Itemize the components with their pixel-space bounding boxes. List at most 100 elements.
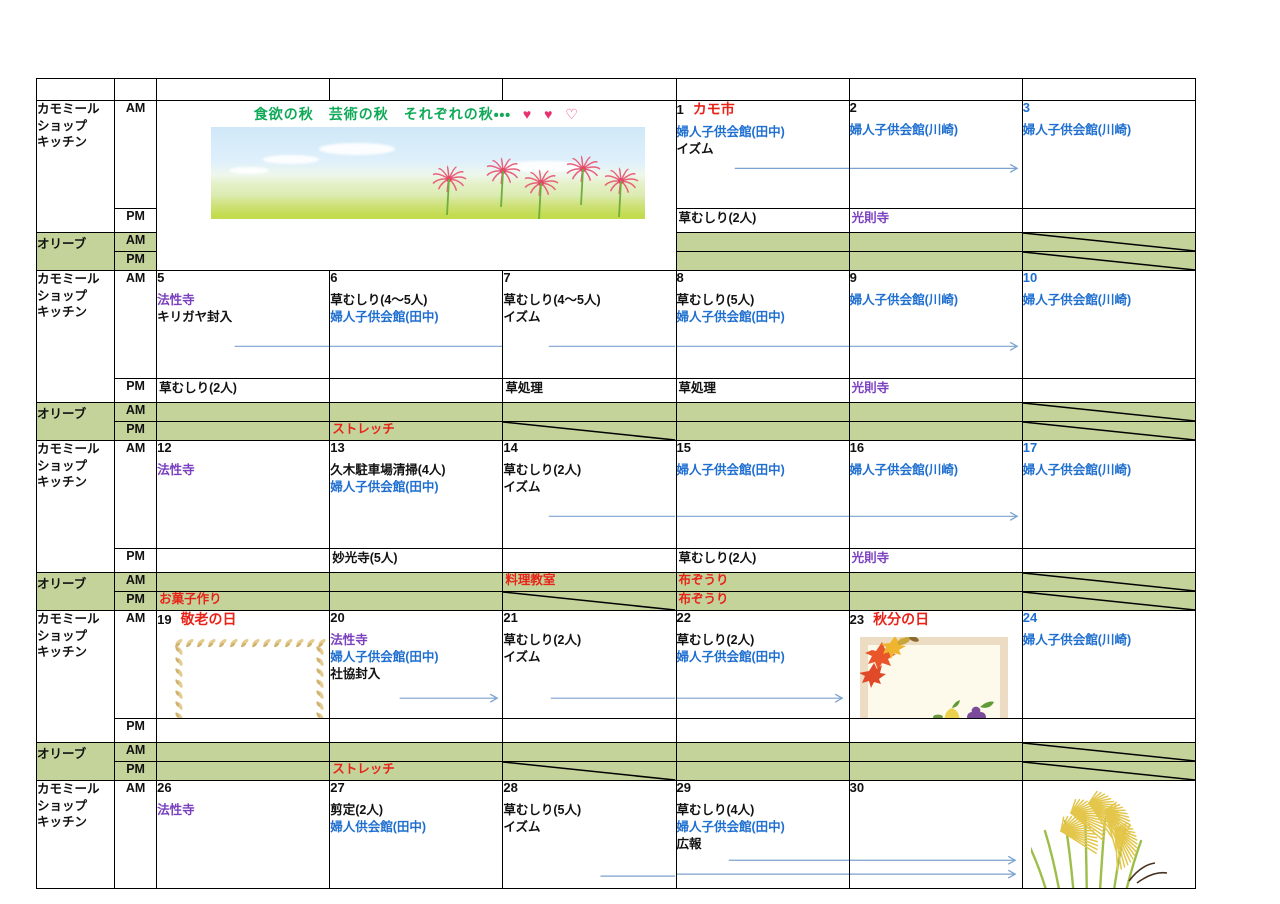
olive-cell-pm[interactable]: お菓子作り	[156, 591, 331, 611]
day-cell-pm[interactable]	[502, 718, 677, 743]
day-cell-am[interactable]: 14 草むしり(2人) イズム	[502, 440, 677, 549]
day-cell-pm[interactable]	[675, 718, 850, 743]
olive-event	[1023, 763, 1194, 764]
day-cell-am[interactable]: 6 草むしり(4〜5人) 婦人子供会館(田中)	[329, 270, 504, 379]
olive-cell-pm[interactable]	[329, 591, 504, 611]
olive-cell-pm[interactable]: ストレッチ	[329, 761, 504, 781]
day-cell-am[interactable]: 1 カモ市 婦人子供会館(田中) イズム	[675, 100, 850, 209]
olive-cell-am[interactable]	[848, 742, 1023, 762]
olive-cell-am[interactable]	[675, 742, 850, 762]
day-cell-pm[interactable]	[502, 548, 677, 573]
olive-cell-pm[interactable]: ストレッチ	[329, 421, 504, 441]
day-cell-pm[interactable]: 草処理	[502, 378, 677, 403]
day-cell-am[interactable]: 12 法性寺	[156, 440, 331, 549]
day-cell-pm[interactable]	[1021, 208, 1197, 233]
day-cell-pm[interactable]	[1021, 378, 1197, 403]
day-cell-am[interactable]: 3 婦人子供会館(川崎)	[1021, 100, 1197, 209]
olive-event	[1023, 234, 1194, 235]
olive-cell-am[interactable]	[848, 572, 1023, 592]
olive-cell-am[interactable]	[848, 402, 1023, 422]
olive-cell-am[interactable]	[1021, 742, 1197, 762]
olive-cell-pm[interactable]	[675, 761, 850, 781]
day-cell-pm[interactable]: 光則寺	[848, 208, 1023, 233]
day-cell-pm[interactable]	[156, 718, 331, 743]
col-header-ampm	[114, 78, 158, 101]
day-cell-am[interactable]: 27 剪定(2人) 婦人供会館(田中)	[329, 780, 504, 889]
olive-cell-pm[interactable]	[1021, 761, 1197, 781]
day-cell-am[interactable]: 15 婦人子供会館(田中)	[675, 440, 850, 549]
day-cell-pm[interactable]	[1021, 548, 1197, 573]
olive-cell-pm[interactable]: 布ぞうり	[675, 591, 850, 611]
olive-cell-am[interactable]	[675, 232, 850, 252]
olive-cell-pm[interactable]	[848, 591, 1023, 611]
day-cell-am[interactable]: 22 草むしり(2人) 婦人子供会館(田中)	[675, 610, 850, 719]
event-text: 婦人子供会館(田中)	[330, 479, 439, 494]
day-cell-am[interactable]: 8 草むしり(5人) 婦人子供会館(田中)	[675, 270, 850, 379]
event-text: 草むしり(4人)	[676, 802, 755, 817]
day-cell-pm[interactable]: 光則寺	[848, 548, 1023, 573]
day-cell-am[interactable]: 29 草むしり(4人) 婦人子供会館(田中) 広報	[675, 780, 850, 889]
day-cell-pm[interactable]: 草処理	[675, 378, 850, 403]
day-cell-am[interactable]: 28 草むしり(5人) イズム	[502, 780, 677, 889]
day-cell-am[interactable]: 20 法性寺 婦人子供会館(田中) 社協封入	[329, 610, 504, 719]
olive-cell-am[interactable]	[1021, 572, 1197, 592]
olive-cell-am[interactable]	[502, 742, 677, 762]
olive-cell-am[interactable]	[329, 402, 504, 422]
olive-cell-am[interactable]: 布ぞうり	[675, 572, 850, 592]
olive-event	[677, 253, 848, 254]
day-cell-pm[interactable]: 草むしり(2人)	[675, 208, 850, 233]
day-cell-pm[interactable]: 草むしり(2人)	[156, 378, 331, 403]
day-cell-am[interactable]: 16 婦人子供会館(川崎)	[848, 440, 1023, 549]
olive-cell-pm[interactable]	[848, 421, 1023, 441]
olive-cell-am[interactable]	[156, 742, 331, 762]
olive-cell-am[interactable]	[329, 742, 504, 762]
olive-cell-am[interactable]	[502, 402, 677, 422]
olive-cell-am[interactable]	[329, 572, 504, 592]
day-cell-am[interactable]: 30	[848, 780, 1023, 889]
day-cell-pm[interactable]: 草むしり(2人)	[675, 548, 850, 573]
week-row-pm: PM 妙光寺(5人) 草むしり(2人) 光則寺	[37, 548, 1197, 573]
row-label-line-3: キッチン	[37, 815, 88, 829]
day-cell-pm[interactable]: 光則寺	[848, 378, 1023, 403]
col-header-wed	[502, 78, 677, 101]
olive-cell-pm[interactable]	[156, 421, 331, 441]
olive-cell-am[interactable]	[1021, 402, 1197, 422]
olive-cell-pm[interactable]	[675, 251, 850, 271]
day-cell-pm[interactable]	[156, 548, 331, 573]
olive-cell-am[interactable]	[156, 402, 331, 422]
olive-cell-pm[interactable]	[502, 421, 677, 441]
day-number: 5	[157, 270, 165, 285]
day-cell-pm[interactable]: 妙光寺(5人)	[329, 548, 504, 573]
olive-cell-pm[interactable]	[848, 761, 1023, 781]
olive-cell-pm[interactable]	[1021, 591, 1197, 611]
olive-cell-am[interactable]	[156, 572, 331, 592]
olive-cell-pm[interactable]	[156, 761, 331, 781]
day-cell-am[interactable]: 5 法性寺 キリガヤ封入	[156, 270, 331, 379]
am-events: 剪定(2人) 婦人供会館(田中)	[331, 802, 502, 836]
olive-cell-am[interactable]: 料理教室	[502, 572, 677, 592]
day-cell-pm[interactable]	[329, 378, 504, 403]
day-cell-am[interactable]: 10 婦人子供会館(川崎)	[1021, 270, 1197, 379]
olive-cell-am[interactable]	[675, 402, 850, 422]
day-cell-am[interactable]: 13 久木駐車場清掃(4人) 婦人子供会館(田中)	[329, 440, 504, 549]
olive-cell-pm[interactable]	[848, 251, 1023, 271]
day-cell-am[interactable]: 21 草むしり(2人) イズム	[502, 610, 677, 719]
olive-cell-pm[interactable]	[1021, 251, 1197, 271]
day-cell-pm[interactable]	[848, 718, 1023, 743]
olive-cell-pm[interactable]	[1021, 421, 1197, 441]
day-cell-am[interactable]: 2 婦人子供会館(川崎)	[848, 100, 1023, 209]
day-cell-pm[interactable]	[329, 718, 504, 743]
day-cell-am[interactable]: 19 敬老の日	[156, 610, 331, 719]
olive-cell-am[interactable]	[1021, 232, 1197, 252]
day-cell-pm[interactable]	[1021, 718, 1197, 743]
olive-cell-pm[interactable]	[502, 591, 677, 611]
olive-cell-am[interactable]	[848, 232, 1023, 252]
olive-cell-pm[interactable]	[502, 761, 677, 781]
day-cell-am[interactable]: 7 草むしり(4〜5人) イズム	[502, 270, 677, 379]
day-cell-am[interactable]: 17 婦人子供会館(川崎)	[1021, 440, 1197, 549]
day-cell-am[interactable]: 23 秋分の日	[848, 610, 1023, 719]
day-cell-am[interactable]: 9 婦人子供会館(川崎)	[848, 270, 1023, 379]
day-cell-am[interactable]: 26 法性寺	[156, 780, 331, 889]
olive-cell-pm[interactable]	[675, 421, 850, 441]
day-cell-am[interactable]: 24 婦人子供会館(川崎)	[1021, 610, 1197, 719]
